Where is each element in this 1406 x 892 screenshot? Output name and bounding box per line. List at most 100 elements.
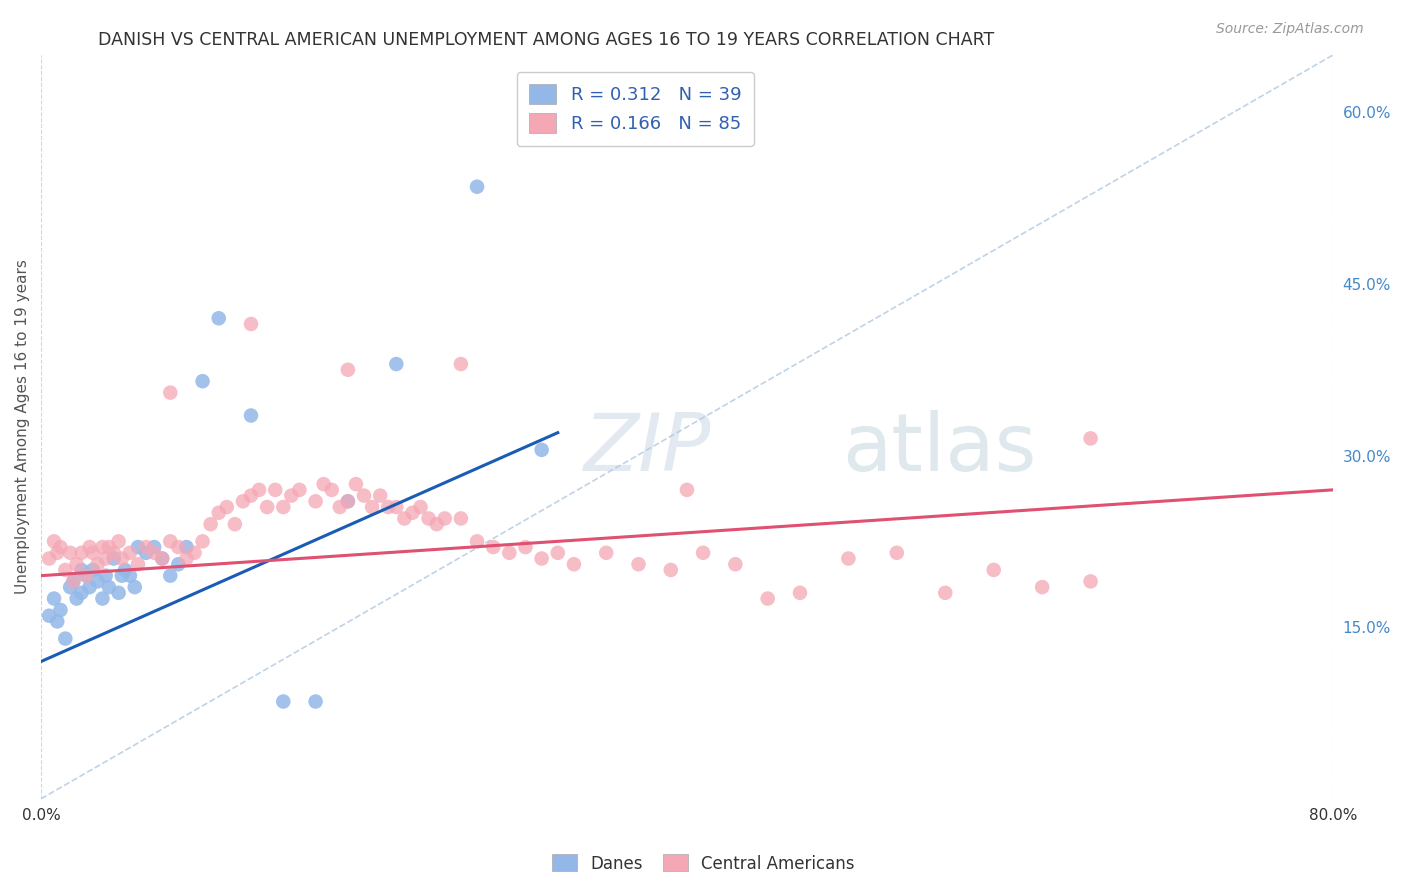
Point bbox=[361, 500, 384, 514]
Point bbox=[385, 500, 408, 514]
Point bbox=[200, 517, 222, 532]
Point bbox=[159, 534, 181, 549]
Point bbox=[934, 586, 956, 600]
Point bbox=[86, 574, 108, 589]
Point bbox=[208, 311, 231, 326]
Text: ZIP: ZIP bbox=[583, 410, 711, 488]
Point bbox=[118, 546, 141, 560]
Point bbox=[53, 632, 76, 646]
Point bbox=[38, 608, 60, 623]
Point bbox=[377, 500, 399, 514]
Point bbox=[183, 546, 205, 560]
Point bbox=[240, 409, 263, 423]
Point bbox=[42, 591, 65, 606]
Point bbox=[409, 500, 432, 514]
Point bbox=[336, 494, 359, 508]
Point bbox=[983, 563, 1005, 577]
Point bbox=[418, 511, 440, 525]
Point bbox=[498, 546, 520, 560]
Point bbox=[433, 511, 456, 525]
Point bbox=[82, 563, 104, 577]
Point bbox=[288, 483, 311, 497]
Point bbox=[789, 586, 811, 600]
Point bbox=[1031, 580, 1053, 594]
Point bbox=[886, 546, 908, 560]
Point bbox=[59, 546, 82, 560]
Point bbox=[547, 546, 569, 560]
Point bbox=[159, 385, 181, 400]
Point bbox=[232, 494, 254, 508]
Point bbox=[167, 558, 190, 572]
Point bbox=[49, 603, 72, 617]
Point bbox=[595, 546, 617, 560]
Point bbox=[1080, 431, 1102, 445]
Point bbox=[659, 563, 682, 577]
Point bbox=[49, 540, 72, 554]
Point bbox=[321, 483, 343, 497]
Point bbox=[176, 551, 198, 566]
Point bbox=[150, 551, 173, 566]
Point bbox=[62, 574, 84, 589]
Point bbox=[94, 551, 117, 566]
Point bbox=[91, 591, 114, 606]
Point bbox=[59, 580, 82, 594]
Legend: R = 0.312   N = 39, R = 0.166   N = 85: R = 0.312 N = 39, R = 0.166 N = 85 bbox=[516, 71, 754, 145]
Point bbox=[329, 500, 352, 514]
Point bbox=[368, 489, 391, 503]
Point bbox=[97, 540, 120, 554]
Point bbox=[70, 546, 93, 560]
Point bbox=[111, 551, 134, 566]
Point bbox=[111, 568, 134, 582]
Point bbox=[465, 534, 488, 549]
Point bbox=[240, 489, 263, 503]
Point bbox=[215, 500, 238, 514]
Point bbox=[103, 551, 125, 566]
Point bbox=[336, 363, 359, 377]
Point bbox=[62, 574, 84, 589]
Point bbox=[394, 511, 416, 525]
Point bbox=[530, 442, 553, 457]
Point bbox=[344, 477, 367, 491]
Point bbox=[97, 580, 120, 594]
Point bbox=[135, 546, 157, 560]
Point bbox=[143, 546, 166, 560]
Point bbox=[837, 551, 859, 566]
Point bbox=[256, 500, 278, 514]
Point bbox=[75, 568, 97, 582]
Point bbox=[724, 558, 747, 572]
Point bbox=[42, 534, 65, 549]
Point bbox=[756, 591, 779, 606]
Point bbox=[450, 357, 472, 371]
Point bbox=[86, 558, 108, 572]
Point bbox=[150, 551, 173, 566]
Legend: Danes, Central Americans: Danes, Central Americans bbox=[546, 847, 860, 880]
Point bbox=[82, 546, 104, 560]
Point bbox=[127, 540, 149, 554]
Point bbox=[271, 694, 294, 708]
Point bbox=[79, 540, 101, 554]
Point bbox=[482, 540, 505, 554]
Point bbox=[46, 615, 69, 629]
Point bbox=[208, 506, 231, 520]
Point bbox=[53, 563, 76, 577]
Point bbox=[401, 506, 423, 520]
Point bbox=[515, 540, 537, 554]
Text: atlas: atlas bbox=[842, 410, 1036, 488]
Point bbox=[336, 494, 359, 508]
Point bbox=[107, 534, 129, 549]
Point bbox=[562, 558, 585, 572]
Point bbox=[627, 558, 650, 572]
Point bbox=[91, 540, 114, 554]
Point bbox=[46, 546, 69, 560]
Point bbox=[676, 483, 699, 497]
Point bbox=[159, 568, 181, 582]
Point bbox=[1080, 574, 1102, 589]
Point bbox=[191, 534, 214, 549]
Point bbox=[167, 540, 190, 554]
Point bbox=[304, 694, 326, 708]
Text: DANISH VS CENTRAL AMERICAN UNEMPLOYMENT AMONG AGES 16 TO 19 YEARS CORRELATION CH: DANISH VS CENTRAL AMERICAN UNEMPLOYMENT … bbox=[98, 31, 994, 49]
Point bbox=[426, 517, 449, 532]
Point bbox=[304, 494, 326, 508]
Text: Source: ZipAtlas.com: Source: ZipAtlas.com bbox=[1216, 22, 1364, 37]
Point bbox=[530, 551, 553, 566]
